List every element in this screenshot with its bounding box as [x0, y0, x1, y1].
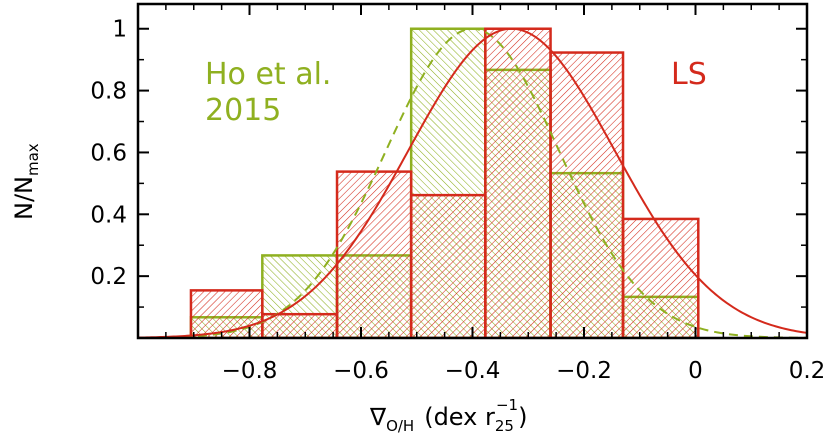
ls-bar-6 [621, 217, 700, 338]
y-tick-label: 0.8 [90, 79, 127, 105]
y-tick-label: 0.6 [90, 140, 127, 166]
y-tick-label: 1 [112, 17, 127, 43]
x-tick-label: 0.2 [789, 358, 826, 384]
x-tick-label: −0.6 [333, 358, 389, 384]
ls-gaussian-curve [138, 27, 807, 338]
ls-histogram [189, 27, 700, 338]
ls-bar-1 [261, 312, 339, 338]
x-tick-label: −0.8 [222, 358, 278, 384]
x-tick-label: −0.4 [445, 358, 501, 384]
ls-bar-2 [335, 170, 413, 338]
gaussian-fits [138, 27, 807, 338]
y-axis-title: N/Nmax [10, 143, 42, 220]
y-tick-label: 0.2 [90, 264, 127, 290]
x-tick-label: 0 [688, 358, 703, 384]
x-axis-title: ∇O/H (dex r25−1) [369, 396, 527, 435]
x-tick-label: −0.2 [556, 358, 612, 384]
ls-bar-4 [484, 27, 552, 338]
legend-ho-line1: Ho et al. [205, 57, 331, 92]
legend-ho-line2: 2015 [205, 93, 281, 128]
ls-bar-5 [549, 51, 625, 338]
y-tick-label: 0.4 [90, 202, 127, 228]
ls-bar-3 [409, 193, 487, 338]
ho-gaussian-curve [138, 27, 807, 338]
x-tick-labels: −0.8 −0.6 −0.4 −0.2 0 0.2 [222, 358, 826, 384]
plot-frame [136, 2, 809, 340]
y-tick-labels: 0.2 0.4 0.6 0.8 1 [90, 17, 127, 290]
legend-ls-label: LS [671, 57, 707, 92]
